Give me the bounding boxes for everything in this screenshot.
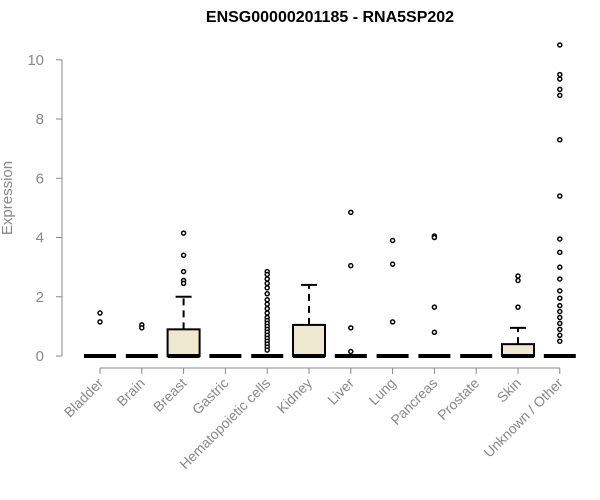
box-group	[501, 273, 535, 358]
outlier-point	[97, 310, 103, 316]
y-tick-label: 2	[36, 289, 44, 306]
outlier-point	[431, 304, 438, 310]
outlier-point	[557, 92, 563, 99]
x-tick-label: Prostate	[434, 375, 482, 423]
outlier-point	[180, 252, 187, 259]
outlier-point	[557, 249, 563, 256]
x-tick-label: Unknown / Other	[480, 375, 566, 461]
outlier-point	[557, 86, 563, 93]
x-tick-label: Lung	[365, 375, 398, 408]
box-group	[418, 233, 451, 358]
chart-title: ENSG00000201185 - RNA5SP202	[206, 9, 454, 26]
x-tick-label: Liver	[324, 375, 357, 408]
outlier-point	[264, 347, 270, 353]
outlier-point	[557, 137, 563, 143]
outlier-point	[389, 261, 396, 267]
outlier-point	[348, 209, 354, 216]
y-tick-label: 10	[27, 52, 44, 69]
outlier-point	[557, 338, 563, 344]
outlier-point	[557, 264, 563, 270]
outlier-point	[515, 277, 521, 284]
box-group	[292, 283, 326, 358]
boxes	[84, 42, 576, 358]
box-group	[251, 268, 284, 358]
x-tick-label: Breast	[150, 375, 190, 415]
outlier-point	[557, 308, 563, 315]
box-group	[125, 322, 158, 358]
outlier-point	[264, 310, 270, 316]
outlier-point	[557, 332, 563, 339]
outlier-point	[264, 280, 270, 287]
outlier-point	[557, 236, 563, 242]
outlier-point	[348, 262, 354, 269]
y-tick-label: 0	[36, 348, 44, 365]
outlier-point	[389, 237, 396, 244]
outlier-point	[264, 285, 270, 291]
outlier-point	[515, 304, 521, 310]
x-tick-label: Bladder	[61, 375, 107, 421]
box-group	[543, 42, 576, 358]
outlier-point	[557, 42, 563, 48]
box-group	[166, 230, 201, 358]
outlier-point	[264, 305, 270, 312]
outlier-point	[180, 280, 187, 287]
y-axis: 0 2 4 6 8 10	[27, 52, 63, 365]
outlier-point	[557, 314, 563, 321]
outlier-point	[180, 230, 187, 236]
y-tick-label: 4	[36, 230, 44, 247]
box-group	[84, 310, 116, 358]
box	[292, 323, 326, 358]
outlier-point	[264, 271, 270, 278]
outlier-point	[264, 296, 270, 303]
outlier-point	[557, 276, 563, 282]
outlier-point	[515, 273, 521, 279]
x-tick-label: Kidney	[274, 375, 316, 417]
y-tick-label: 8	[36, 111, 44, 128]
outlier-point	[557, 288, 563, 294]
y-tick-label: 6	[36, 170, 44, 187]
box-group	[334, 209, 367, 358]
outlier-point	[348, 348, 354, 355]
outlier-point	[264, 301, 270, 307]
y-axis-label: Expression	[0, 161, 16, 235]
x-tick-label: Skin	[494, 375, 525, 406]
outlier-point	[557, 302, 563, 309]
outlier-point	[431, 234, 438, 241]
outlier-point	[557, 193, 563, 199]
outlier-point	[557, 295, 563, 301]
outlier-point	[97, 319, 103, 325]
outlier-point	[557, 71, 563, 78]
outlier-point	[139, 325, 145, 331]
outlier-point	[557, 320, 563, 327]
outlier-point	[264, 291, 270, 297]
outlier-point	[180, 268, 187, 275]
outlier-point	[431, 329, 438, 336]
outlier-point	[348, 325, 354, 331]
outlier-point	[264, 276, 270, 282]
box-group	[376, 237, 409, 358]
outlier-point	[557, 76, 563, 82]
x-tick-label: Brain	[113, 375, 147, 409]
box	[166, 328, 201, 358]
outlier-point	[389, 319, 396, 325]
outlier-point	[557, 326, 563, 333]
